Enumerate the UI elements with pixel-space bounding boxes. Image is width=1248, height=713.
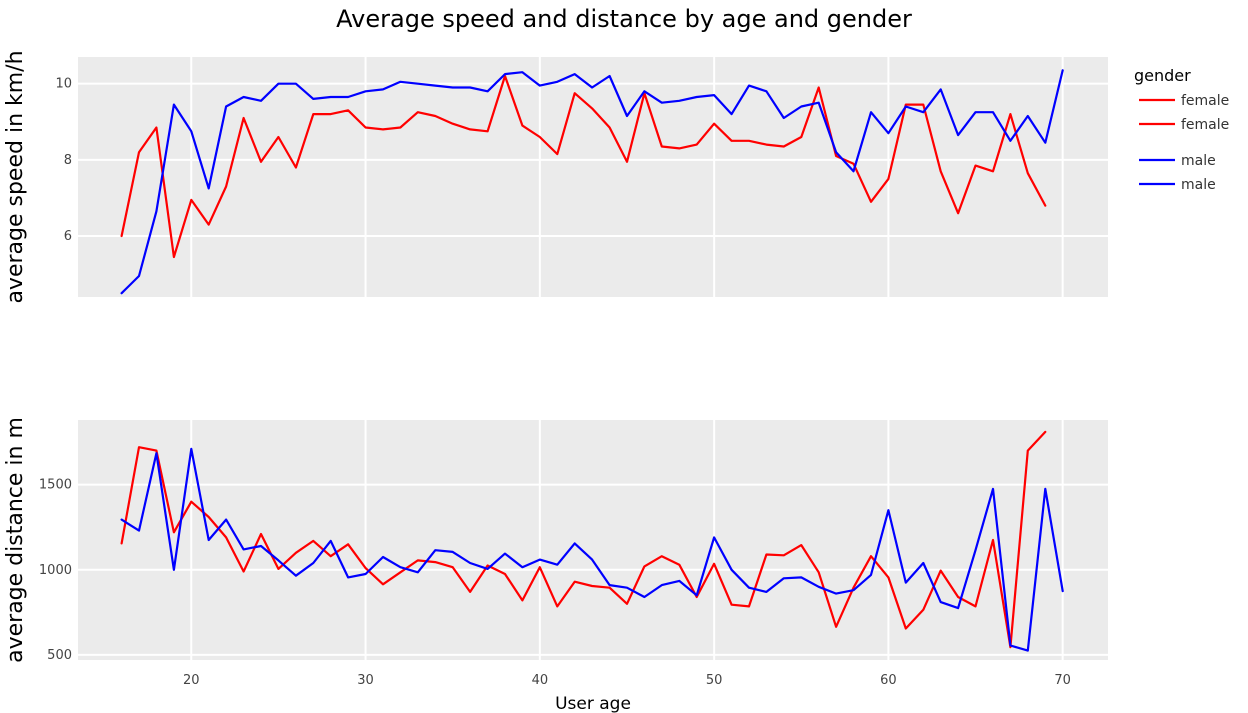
plot-background [78,420,1108,660]
legend-label: female [1181,93,1229,109]
x-tick-label: 20 [183,673,200,688]
y-tick-label: 10 [55,77,72,92]
x-tick-label: 70 [1054,673,1071,688]
legend-title: gender [1134,66,1191,85]
y-tick-label: 1000 [39,563,72,578]
series-line-female [120,74,1047,259]
legend[interactable]: gender female female male male [1134,66,1229,193]
y-axis-title: average distance in m [3,417,28,663]
y-axis-title: average speed in km/h [3,50,28,303]
legend-item-female[interactable]: female [1139,93,1229,109]
y-tick-label: 6 [64,229,72,244]
legend-label: female [1181,117,1229,133]
x-tick-label: 40 [532,673,549,688]
y-tick-label: 1500 [39,478,72,493]
legend-label: male [1181,177,1216,193]
series-line-male [120,69,1064,295]
x-tick-label: 50 [706,673,723,688]
y-tick-label: 8 [64,153,72,168]
speed-panel: 6 8 10 average speed in km/h [3,50,1108,304]
legend-item-female[interactable]: female [1139,117,1229,133]
x-tick-label: 60 [880,673,897,688]
x-axis-title: User age [555,694,631,713]
legend-item-male[interactable]: male [1139,177,1216,193]
legend-item-male[interactable]: male [1139,153,1216,169]
chart-title: Average speed and distance by age and ge… [336,5,912,33]
y-tick-label: 500 [47,648,72,663]
x-tick-label: 30 [357,673,374,688]
series-line-female [120,430,1047,649]
series-line-male [120,447,1064,652]
distance-panel: 20 30 40 50 60 70 500 1000 1500 average distance … [3,417,1108,688]
legend-label: male [1181,153,1216,169]
plot-background [78,57,1108,297]
